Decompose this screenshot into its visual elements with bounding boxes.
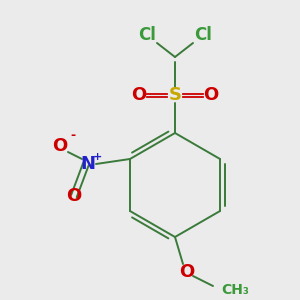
Text: S: S [169, 86, 182, 104]
Text: -: - [70, 130, 76, 142]
Text: N: N [80, 155, 95, 173]
Text: Cl: Cl [138, 26, 156, 44]
Text: +: + [93, 152, 103, 162]
Text: Cl: Cl [194, 26, 212, 44]
Text: O: O [66, 187, 82, 205]
Text: O: O [179, 263, 195, 281]
Text: O: O [131, 86, 147, 104]
Text: O: O [203, 86, 219, 104]
Text: CH₃: CH₃ [221, 283, 249, 297]
Text: O: O [52, 137, 68, 155]
